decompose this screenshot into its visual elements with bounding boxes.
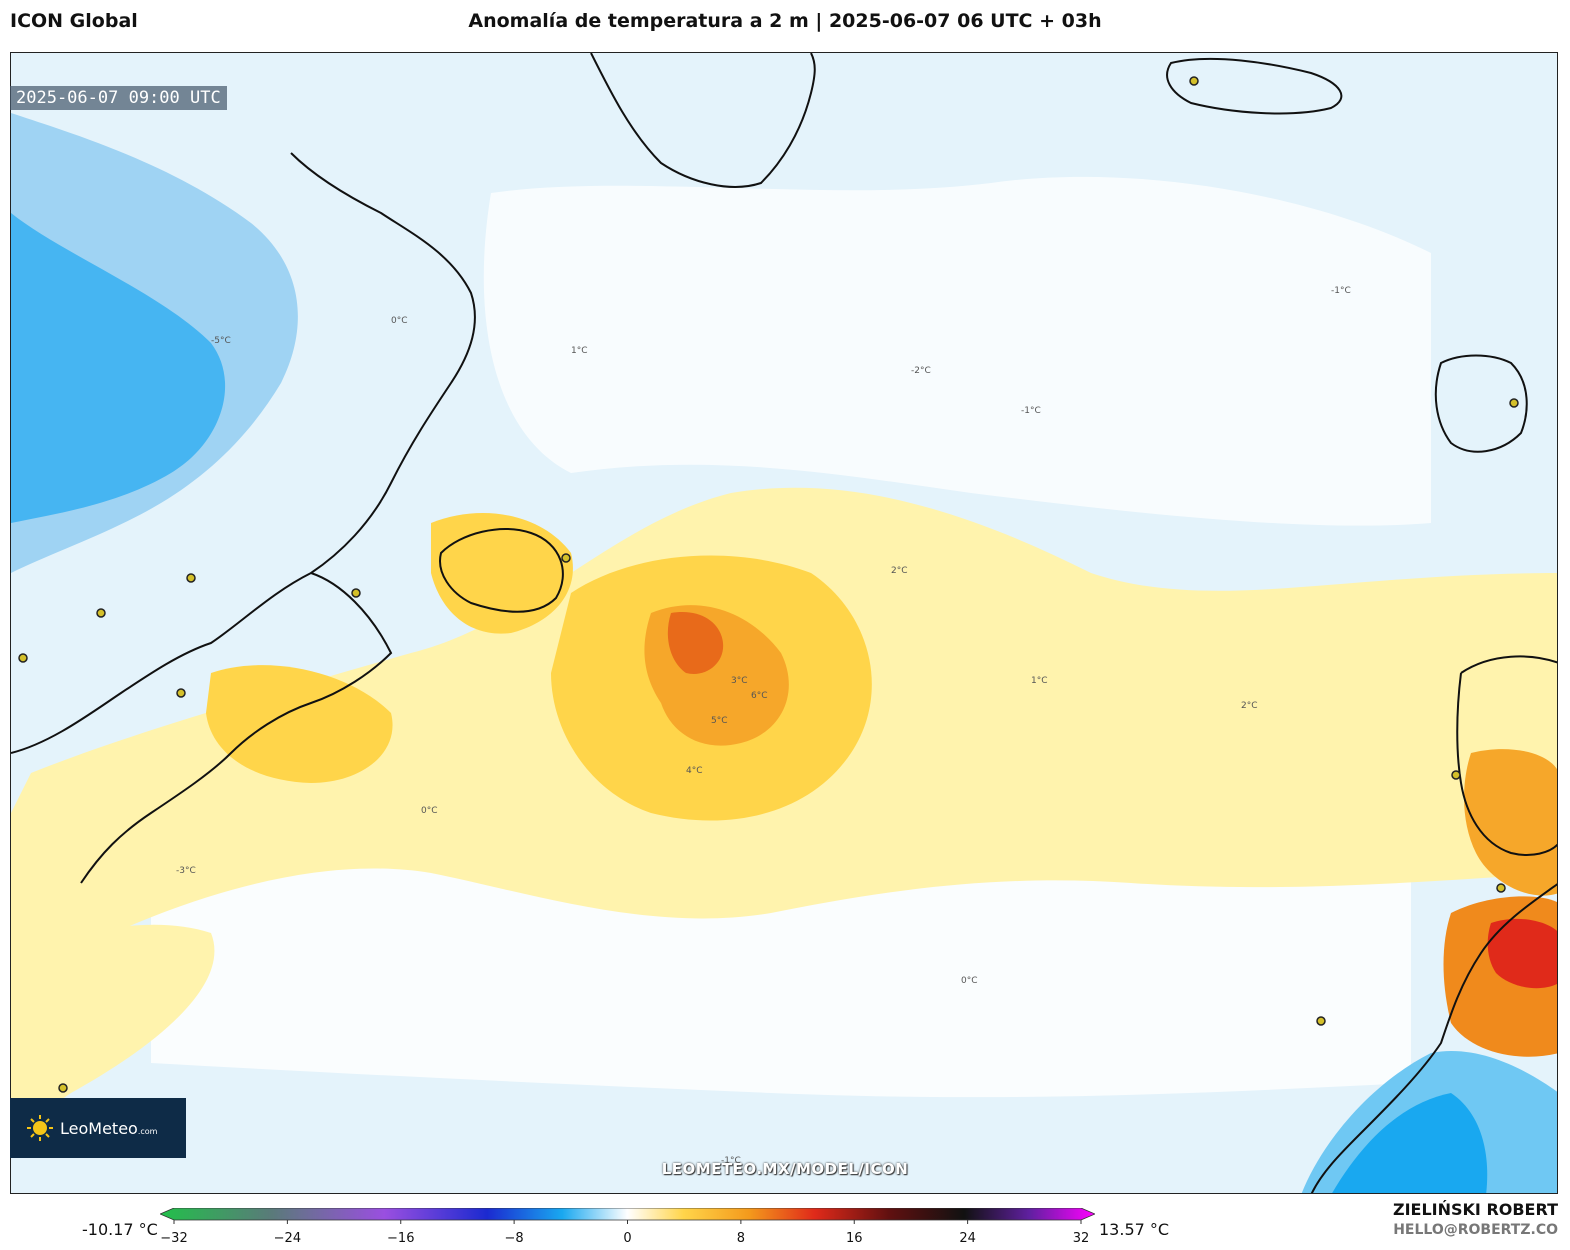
contour-label: 3°C	[731, 676, 748, 686]
colorbar-tick-label: −16	[387, 1231, 414, 1246]
anomaly-map[interactable]: -5°C 0°C 1°C -1°C -1°C 2°C 3°C 5°C 6°C 4…	[10, 52, 1558, 1194]
coastline-iberia	[1456, 655, 1557, 856]
colorbar-tick-label: 0	[623, 1231, 631, 1246]
city-marker	[1451, 770, 1461, 780]
contour-labels: -5°C 0°C 1°C -1°C -1°C 2°C 3°C 5°C 6°C 4…	[176, 286, 1351, 1166]
contour-label: -1°C	[1021, 406, 1041, 416]
sun-icon	[27, 1115, 53, 1141]
colorbar-tick-label: −32	[160, 1231, 187, 1246]
contour-label: -5°C	[211, 336, 231, 346]
city-marker	[96, 608, 106, 618]
colorbar: −32 −24 −16 −8 0 8 16 24 32	[160, 1208, 1095, 1246]
coastline-africa	[1310, 883, 1557, 1193]
contour-label: -1°C	[721, 1156, 741, 1166]
coastline-north-america	[11, 152, 476, 884]
contour-label: 2°C	[1241, 701, 1258, 711]
warm-region-newfoundland	[431, 513, 573, 634]
city-marker	[561, 553, 571, 563]
contour-label: 1°C	[571, 346, 588, 356]
contour-label: 0°C	[961, 976, 978, 986]
coastline-newfoundland	[439, 528, 564, 613]
contour-label: -3°C	[176, 866, 196, 876]
colorbar-tick-label: 16	[846, 1231, 863, 1246]
city-marker	[1496, 883, 1506, 893]
map-canvas: -5°C 0°C 1°C -1°C -1°C 2°C 3°C 5°C 6°C 4…	[11, 53, 1557, 1193]
valid-time-label: 2025-06-07 09:00 UTC	[10, 86, 227, 110]
city-marker	[58, 1083, 68, 1093]
contour-label: -1°C	[1331, 286, 1351, 296]
neutral-zone-south	[151, 813, 1411, 1098]
city-marker	[186, 573, 196, 583]
leometeo-logo[interactable]: LeoMeteo.com	[10, 1098, 186, 1158]
model-name: ICON Global	[10, 10, 138, 32]
colorbar-tick-label: 8	[737, 1231, 745, 1246]
warm-region-us-coast	[206, 665, 393, 783]
contour-label: 0°C	[421, 806, 438, 816]
contour-label: 0°C	[391, 316, 408, 326]
city-marker	[1189, 76, 1199, 86]
colorbar-max-label: 13.57 °C	[1099, 1220, 1170, 1239]
hottest-core-atlantic	[667, 612, 724, 674]
contour-label: 5°C	[711, 716, 728, 726]
city-markers	[18, 76, 1519, 1093]
coastline-iceland	[1166, 57, 1343, 115]
hot-region-iberia	[1464, 749, 1557, 896]
colorbar-ticks: −32 −24 −16 −8 0 8 16 24 32	[160, 1220, 1089, 1246]
author-credit: ZIELIŃSKI ROBERT	[1392, 1200, 1558, 1219]
cold-core-africa	[1332, 1093, 1488, 1193]
contour-label: 1°C	[1031, 676, 1048, 686]
neutral-zone-north	[483, 176, 1432, 526]
colorbar-tick-label: −8	[505, 1231, 524, 1246]
city-marker	[176, 688, 186, 698]
cold-core-canada	[11, 213, 226, 523]
city-marker	[18, 653, 28, 663]
colorbar-tick-label: 24	[959, 1231, 976, 1246]
city-marker	[1509, 398, 1519, 408]
colorbar-tick-label: 32	[1073, 1231, 1090, 1246]
author-email[interactable]: HELLO@ROBERTZ.CO	[1393, 1222, 1558, 1238]
coastline-ireland	[1434, 354, 1528, 453]
city-marker	[1316, 1016, 1326, 1026]
contour-label: -2°C	[911, 366, 931, 376]
very-hot-region-morocco	[1487, 918, 1557, 989]
contour-label: 2°C	[891, 566, 908, 576]
colorbar-tick-label: −24	[274, 1231, 301, 1246]
map-title: Anomalía de temperatura a 2 m | 2025-06-…	[468, 10, 1102, 32]
logo-text: LeoMeteo.com	[60, 1118, 158, 1138]
website-watermark: LEOMETEO.MX/MODEL/ICON	[661, 1160, 909, 1178]
contour-label: 4°C	[686, 766, 703, 776]
colorbar-min-label: -10.17 °C	[82, 1220, 158, 1239]
coastline-greenland	[590, 53, 816, 188]
city-marker	[351, 588, 361, 598]
contour-label: 6°C	[751, 691, 768, 701]
